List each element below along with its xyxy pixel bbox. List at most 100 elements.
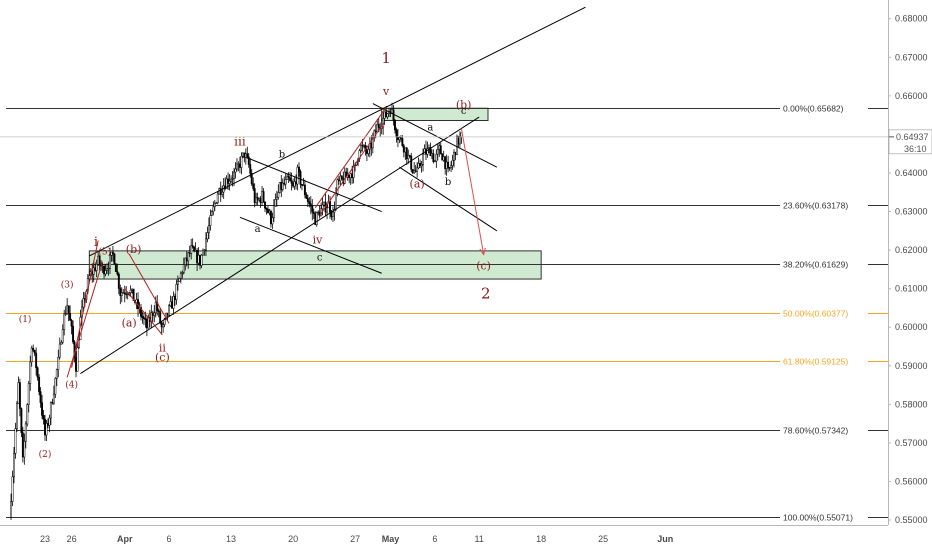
candle-body (76, 347, 79, 372)
candle-body (256, 197, 259, 201)
trend-line (71, 240, 99, 368)
candle-body (21, 432, 24, 458)
candle-body (432, 153, 435, 163)
candle-body (41, 402, 43, 416)
candle-body (131, 288, 134, 291)
candle-body (308, 201, 311, 205)
trend-line (66, 261, 104, 378)
current-price-value: 0.64937 (896, 132, 929, 142)
candle-body (340, 175, 343, 179)
wave-label: c (461, 106, 467, 117)
candle-body (269, 210, 272, 225)
candle-body (272, 205, 275, 219)
wave-label: b (445, 177, 451, 188)
price-tick-label: 0.67000 (895, 52, 928, 62)
candle-body (151, 312, 154, 316)
candle-body (178, 278, 181, 282)
candle-body (213, 203, 216, 208)
candle-body (163, 318, 166, 325)
price-tick-label: 0.60000 (895, 322, 928, 332)
candle-body (141, 316, 144, 318)
candle-body (371, 137, 374, 149)
candle-body (207, 225, 210, 233)
candle-body (267, 208, 269, 213)
candle-body (61, 329, 64, 343)
candle-body (64, 313, 67, 315)
candle-body (45, 423, 48, 436)
candle-body (332, 211, 334, 217)
candle-body (47, 423, 49, 426)
candle-body (98, 255, 101, 266)
candle-body (188, 252, 191, 254)
candle-body (206, 232, 209, 240)
price-axis-panel[interactable] (888, 0, 932, 550)
candle-body (48, 417, 51, 426)
candle-body (419, 163, 422, 167)
candle-body (386, 113, 389, 118)
candle-body (360, 145, 362, 151)
candle-body (122, 292, 125, 294)
candle-body (154, 302, 157, 314)
candle-body (315, 212, 318, 226)
candle-body (20, 408, 23, 433)
candle-body (55, 369, 58, 379)
time-tick-label: Apr (117, 534, 133, 544)
candle-body (27, 383, 30, 405)
candle-body (125, 293, 128, 295)
candle-body (176, 281, 179, 285)
candle-body (404, 147, 407, 153)
candle-body (18, 382, 21, 409)
candle-body (36, 367, 39, 378)
candle-body (299, 171, 302, 185)
candle-body (396, 136, 399, 140)
candle-body (253, 188, 256, 203)
candle-body (169, 301, 172, 306)
candle-body (334, 193, 337, 210)
trend-line (319, 122, 385, 216)
candle-body (395, 129, 398, 138)
candle-body (24, 423, 27, 442)
candle-body (13, 453, 15, 478)
time-tick-label: Jun (657, 534, 673, 544)
candle-body (442, 156, 445, 161)
candle-body (66, 305, 69, 315)
price-tick-label: 0.59000 (895, 361, 928, 371)
candle-body (225, 178, 228, 189)
candle-body (129, 289, 132, 293)
candle-body (216, 193, 219, 203)
wave-label: (a) (410, 178, 425, 191)
trend-line (128, 253, 170, 324)
candle-body (300, 184, 303, 186)
candle-body (196, 250, 199, 264)
candle-body (209, 215, 212, 226)
candle-body (54, 378, 57, 395)
candle-body (246, 153, 249, 158)
trend-line (399, 166, 498, 232)
trend-line (246, 157, 382, 213)
candle-body (422, 153, 424, 165)
candle-body (228, 180, 231, 184)
candle-body (275, 196, 278, 200)
candle-body (298, 166, 300, 172)
candle-body (293, 181, 296, 187)
candle-body (179, 272, 182, 279)
candle-body (200, 254, 203, 266)
candle-body (445, 161, 448, 170)
price-tick-label: 0.68000 (895, 14, 928, 24)
candle-body (241, 152, 244, 157)
wave-label: c (317, 252, 323, 263)
target-zone (88, 250, 542, 280)
candle-body (458, 136, 461, 145)
candle-body (117, 273, 120, 289)
current-price-badge (888, 129, 932, 155)
candle-body (453, 151, 455, 161)
candlestick-series (10, 102, 463, 520)
candle-body (142, 317, 145, 320)
wave-label: 2 (481, 284, 491, 302)
price-tick-label: 0.64000 (895, 168, 928, 178)
candle-body (197, 254, 200, 264)
candle-body (265, 207, 268, 210)
candle-body (309, 203, 312, 207)
candle-body (420, 164, 423, 167)
